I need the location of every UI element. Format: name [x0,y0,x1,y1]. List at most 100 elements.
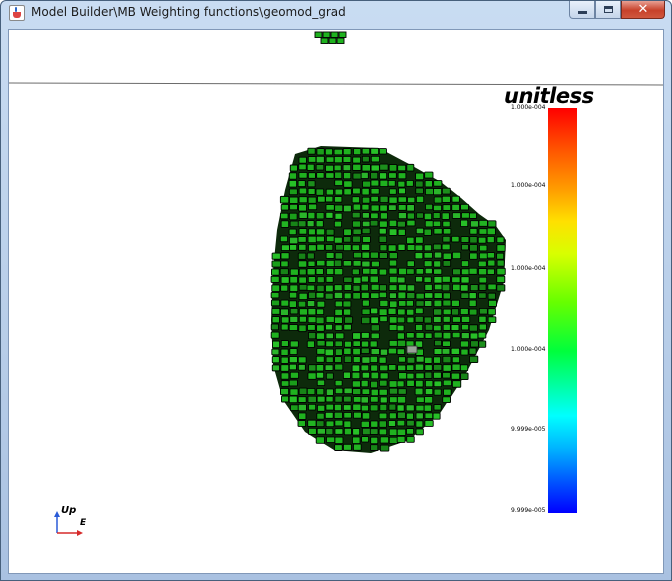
voxel-cell [316,387,325,396]
voxel-cell [342,155,352,163]
voxel-cell [360,347,370,355]
voxel-cell [342,371,351,379]
voxel-cell [334,179,344,187]
voxel-cell [343,292,352,300]
voxel-cell [378,428,388,436]
voxel-cell [307,316,317,324]
voxel-cell [271,364,280,372]
voxel-cell [315,292,325,299]
voxel-cell [342,300,352,308]
voxel-cell [460,348,469,356]
voxel-scene[interactable] [9,30,663,573]
voxel-cell [361,251,371,259]
voxel-cell [397,196,408,203]
voxel-cell [452,283,461,292]
voxel-cell [343,347,352,356]
voxel-cell [352,332,362,340]
voxel-cell [288,356,298,364]
voxel-cell [325,164,335,172]
voxel-cell [324,292,334,300]
voxel-cell [342,164,352,172]
voxel-cell [370,420,379,428]
voxel-cell [415,180,424,188]
voxel-cell [388,164,398,172]
voxel-cell [316,347,326,355]
voxel-cell [379,348,389,356]
voxel-cell [397,388,407,395]
maximize-button[interactable] [595,1,621,19]
voxel-cell [352,203,362,211]
voxel-cell [423,244,433,252]
voxel-cell [388,428,398,436]
voxel-cell [343,188,352,196]
voxel-cell [379,372,389,380]
voxel-cell [360,396,369,404]
axes-glyph [54,511,83,536]
voxel-cell [361,220,371,228]
voxel-cell [387,204,397,211]
voxel-cell [315,235,325,243]
voxel-cell [342,404,352,411]
voxel-cell [405,179,414,187]
voxel-cell [298,187,308,195]
voxel-cell [288,300,297,308]
east-arrow [77,530,83,536]
voxel-cell [477,236,487,244]
voxel-cell [442,204,452,211]
voxel-cell [387,364,397,371]
minimize-button[interactable] [569,1,595,19]
horizon-line [9,82,663,86]
3d-viewport[interactable]: unitless 1.000e-004 1.000e-004 1.000e-00… [9,30,663,573]
voxel-cell [333,196,343,203]
voxel-cell [433,388,442,396]
voxel-cell [334,444,343,451]
voxel-cell [306,220,315,228]
voxel-cell [415,355,425,363]
voxel-cell [289,315,299,323]
voxel-cell [406,292,416,300]
voxel-cell [432,243,442,251]
voxel-cell [379,444,390,452]
voxel-cell [317,195,326,203]
voxel-cell [486,227,496,236]
voxel-cell [388,188,397,195]
voxel-cell [289,307,299,315]
voxel-cell [414,307,424,315]
voxel-cell [360,404,370,412]
voxel-cell [297,260,308,268]
voxel-cell [324,364,334,371]
voxel-cell [468,308,478,316]
java-icon[interactable] [9,5,25,21]
voxel-cell [288,291,298,299]
close-icon: ✕ [637,1,649,17]
voxel-cell [360,364,370,372]
voxel-cell [325,323,334,331]
voxel-cell [451,308,460,316]
voxel-cell [460,260,470,268]
title-bar[interactable]: Model Builder\MB Weighting functions\geo… [1,1,671,25]
voxel-cell [415,396,425,404]
voxel-cell [451,331,461,339]
voxel-cell [398,300,407,307]
voxel-cell [388,252,398,260]
voxel-cell [361,196,371,204]
render-area: unitless 1.000e-004 1.000e-004 1.000e-00… [8,29,664,574]
voxel-cell [451,316,461,323]
voxel-cell [442,228,452,235]
voxel-cell [289,348,298,356]
east-axis-label: E [80,518,87,528]
voxel-cell [424,171,434,179]
voxel-cell [370,179,380,187]
voxel-cell [306,252,315,260]
voxel-cell [325,156,335,163]
voxel-cell [379,403,388,412]
voxel-cell [369,355,379,364]
close-button[interactable]: ✕ [621,1,665,19]
voxel-cell [352,284,361,292]
voxel-cell [369,251,379,259]
voxel-cell [441,283,451,292]
voxel-cell [397,283,408,292]
voxel-cell [433,268,443,275]
voxel-cell [423,356,433,364]
voxel-cell [396,428,407,436]
